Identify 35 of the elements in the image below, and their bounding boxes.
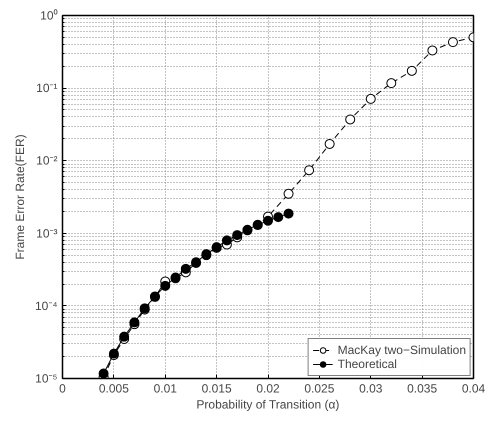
point [119,332,130,342]
x-tick-label: 0.03 [359,382,383,396]
x-tick-label: 0.035 [407,382,438,396]
y-tick-label: 10⁻² [36,154,58,168]
point [284,188,294,199]
point [386,78,396,88]
point [345,114,356,124]
point [180,264,191,274]
point [222,235,232,246]
point [284,208,294,219]
x-tick-label: 0.01 [154,382,178,396]
x-tick-label: 0.025 [304,382,335,396]
x-axis-title: Probability of Transition (α) [196,398,340,412]
point [324,138,335,149]
x-tick-label: 0.005 [98,382,130,396]
point [427,45,438,56]
x-tick-label: 0.04 [462,382,486,396]
x-tick-label: 0 [59,382,66,396]
y-tick-label: 10⁻⁴ [34,298,58,313]
y-tick-label: 10⁻⁵ [35,372,58,386]
legend-label: MacKay two−Simulation [338,343,466,357]
y-tick-label: 10⁻¹ [36,81,58,96]
x-tick-label: 0.015 [202,382,232,396]
y-tick-label: 10⁰ [40,8,58,22]
point [406,66,417,76]
point [263,216,273,226]
point [304,165,314,176]
y-tick-label: 10⁻³ [36,226,58,240]
point [366,94,376,104]
legend-label: Theoretical [338,357,397,371]
point [273,212,284,222]
x-tick-label: 0.02 [256,382,280,396]
y-axis-title: Frame Error Rate(FER) [12,134,27,260]
point [160,280,170,291]
point [448,37,458,48]
